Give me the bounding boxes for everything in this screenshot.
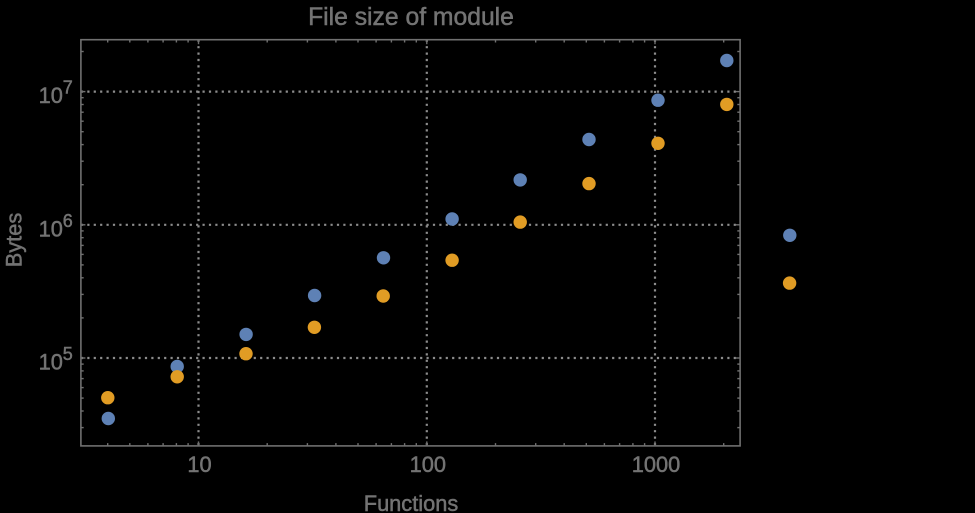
svg-text:10: 10 bbox=[187, 452, 211, 477]
svg-text:10: 10 bbox=[39, 350, 63, 375]
svg-text:Functions: Functions bbox=[364, 491, 459, 513]
svg-text:7: 7 bbox=[63, 78, 73, 98]
svg-text:1000: 1000 bbox=[632, 452, 681, 477]
svg-text:10: 10 bbox=[39, 216, 63, 241]
svg-text:File size of module: File size of module bbox=[308, 4, 514, 31]
svg-text:6: 6 bbox=[63, 211, 73, 231]
svg-text:5: 5 bbox=[63, 344, 73, 364]
svg-text:100: 100 bbox=[410, 452, 446, 477]
svg-text:10: 10 bbox=[39, 83, 63, 108]
svg-text:Bytes: Bytes bbox=[2, 213, 27, 268]
